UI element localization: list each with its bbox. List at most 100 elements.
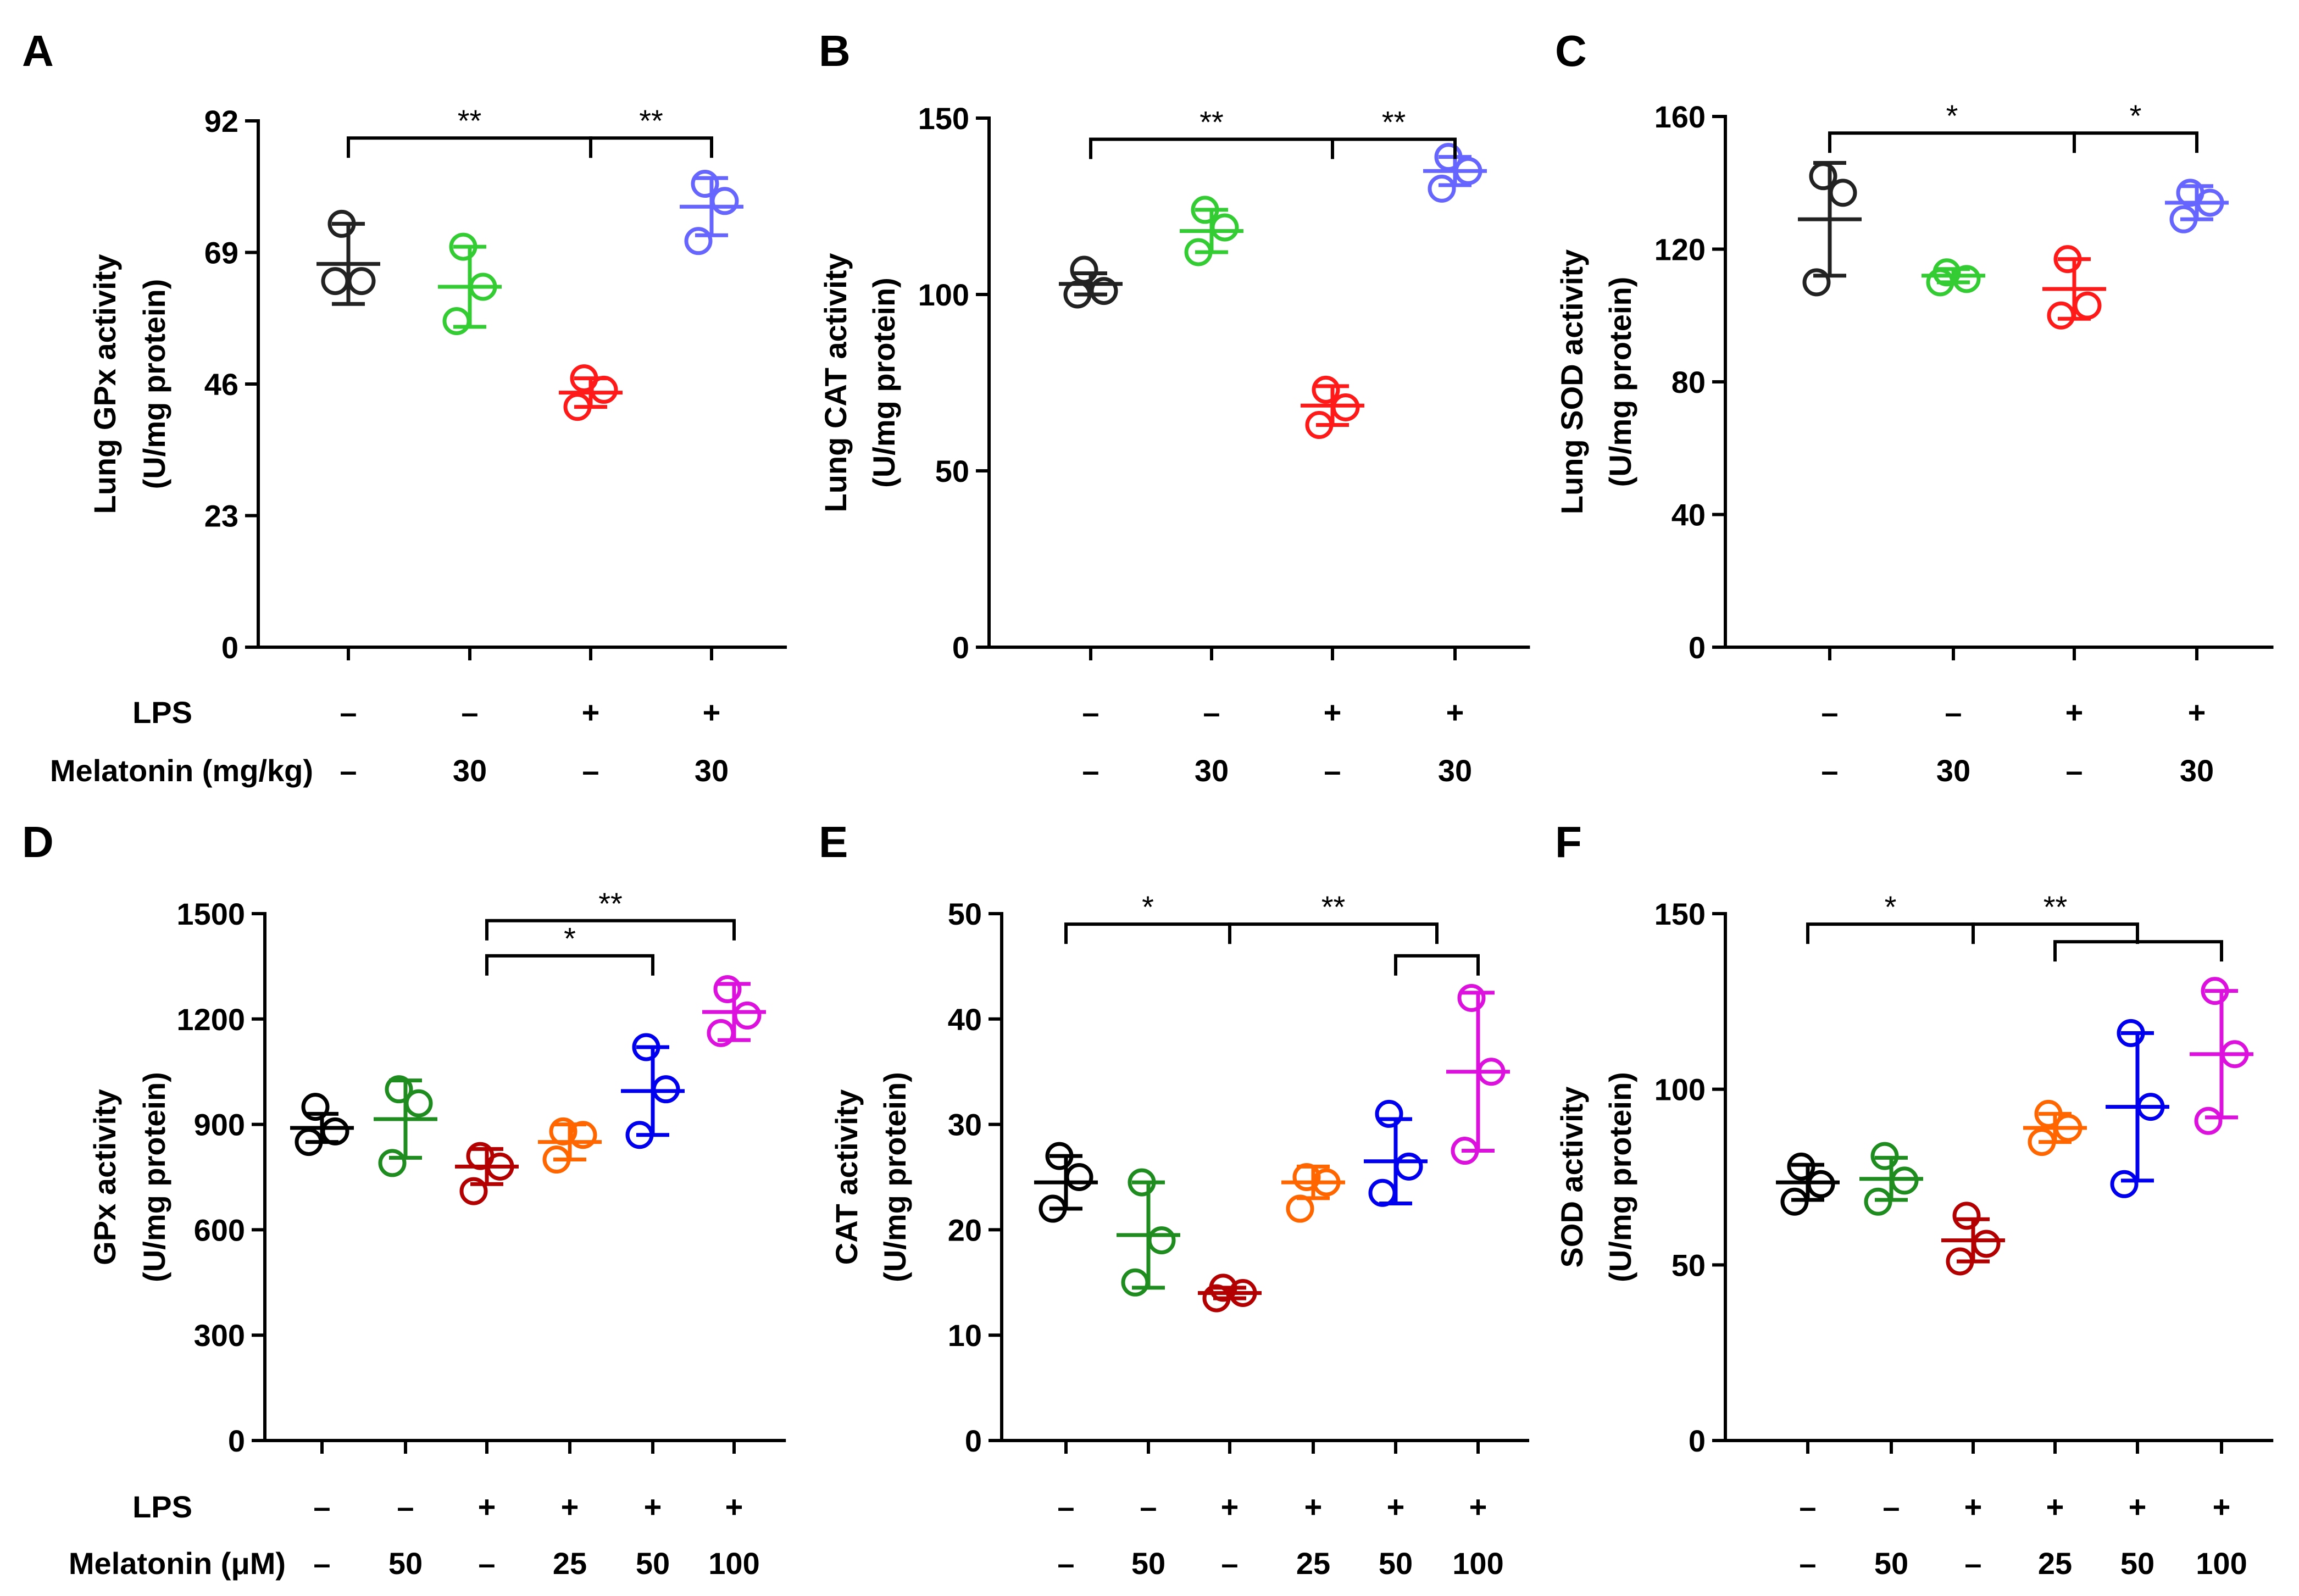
data-point (1229, 1278, 1257, 1307)
lps-condition: – (1203, 695, 1220, 730)
data-point (347, 267, 376, 296)
significance-label: * (1142, 889, 1154, 924)
significance-bracket (1228, 922, 1439, 944)
lps-condition: + (1221, 1489, 1239, 1524)
melatonin-condition: 30 (1936, 753, 1970, 788)
melatonin-condition: – (1799, 1546, 1816, 1581)
y-tick-label: 80 (1672, 365, 1706, 399)
significance-label: * (1885, 889, 1897, 924)
y-axis-label: Lung GPx activity (87, 254, 122, 514)
data-point (2073, 291, 2102, 320)
y-tick-label: 23 (204, 499, 238, 533)
melatonin-condition: 30 (1195, 753, 1229, 788)
data-point (1890, 1166, 1919, 1195)
melatonin-condition: 30 (1438, 753, 1472, 788)
panel-f: F 0 50 100 150 SOD activity (U/mg protein) – – + +… (1554, 818, 2274, 1581)
data-point (710, 187, 739, 215)
data-point (1972, 1230, 2001, 1258)
data-point (1090, 277, 1118, 305)
significance-bracket (589, 136, 713, 158)
melatonin-condition: – (478, 1546, 495, 1581)
y-tick-label: 92 (204, 104, 238, 138)
data-point (590, 375, 618, 404)
data-point (1147, 1226, 1176, 1255)
data-point (1780, 1187, 1809, 1216)
melatonin-condition: 25 (1296, 1546, 1330, 1581)
y-tick-label: 160 (1654, 99, 1706, 134)
y-axis-label: (U/mg protein) (878, 1072, 912, 1282)
data-point (1428, 174, 1456, 203)
data-point (385, 1075, 413, 1104)
significance-label: ** (1200, 105, 1224, 140)
panel-c: C 0 40 80 120 160 Lung SOD activity (U/mg prote… (1554, 26, 2274, 788)
data-point (2110, 1170, 2139, 1198)
data-point (2220, 1040, 2249, 1069)
y-tick-label: 0 (1689, 1423, 1706, 1458)
data-point (1305, 411, 1334, 440)
y-tick-label: 69 (204, 236, 238, 270)
row-label-melatonin-top: Melatonin (mg/kg) (50, 753, 313, 788)
lps-condition: – (1082, 695, 1099, 730)
y-axis-label: (U/mg protein) (137, 1072, 171, 1282)
y-tick-label: 0 (228, 1423, 245, 1458)
significance-label: ** (458, 103, 482, 138)
data-point (1210, 213, 1239, 242)
data-point (733, 1001, 762, 1030)
lps-condition: – (461, 695, 478, 730)
panel-label: F (1555, 818, 1582, 866)
data-point (1331, 393, 1360, 421)
data-point (1802, 268, 1831, 297)
data-point (1039, 1194, 1067, 1223)
lps-condition: + (1324, 695, 1342, 730)
y-tick-label: 100 (918, 277, 969, 312)
data-point (1457, 983, 1486, 1012)
data-point (1121, 1268, 1150, 1297)
y-tick-label: 150 (1654, 897, 1706, 931)
data-point (2194, 1106, 2223, 1135)
data-point (404, 1089, 433, 1117)
melatonin-condition: 50 (636, 1546, 670, 1581)
melatonin-condition: 50 (2120, 1546, 2154, 1581)
data-point (1946, 1247, 1974, 1276)
melatonin-condition: 50 (388, 1546, 423, 1581)
melatonin-condition: 100 (1452, 1546, 1503, 1581)
lps-condition: + (2188, 695, 2206, 730)
melatonin-condition: – (340, 753, 357, 788)
data-point (2169, 205, 2198, 233)
data-point (1864, 1187, 1892, 1216)
melatonin-condition: 25 (2038, 1546, 2072, 1581)
data-point (1926, 268, 1954, 297)
significance-label: * (2130, 98, 2142, 133)
data-point (2201, 977, 2229, 1005)
lps-condition: + (1469, 1489, 1487, 1524)
lps-condition: + (2046, 1489, 2064, 1524)
data-point (542, 1145, 571, 1174)
y-axis-label: (U/mg protein) (867, 277, 901, 488)
data-point (1477, 1058, 1506, 1086)
data-point (625, 1121, 654, 1149)
significance-bracket (1394, 954, 1480, 976)
significance-label: ** (2043, 889, 2068, 924)
significance-label: * (564, 921, 576, 956)
lps-condition: – (313, 1489, 330, 1524)
y-tick-label: 0 (965, 1423, 982, 1458)
lps-condition: – (1799, 1489, 1816, 1524)
melatonin-condition: – (582, 753, 599, 788)
y-tick-label: 1200 (176, 1002, 245, 1037)
y-tick-label: 50 (948, 897, 982, 931)
melatonin-condition: – (1821, 753, 1838, 788)
lps-condition: + (478, 1489, 496, 1524)
significance-label: ** (1321, 889, 1346, 924)
data-point (1292, 1163, 1321, 1191)
data-point (1312, 1168, 1341, 1197)
lps-condition: – (1882, 1489, 1900, 1524)
data-point (2047, 301, 2075, 330)
melatonin-condition: – (1082, 753, 1099, 788)
panel-label: C (1555, 26, 1587, 75)
data-point (1368, 1178, 1397, 1207)
data-point (459, 1177, 488, 1205)
melatonin-condition: – (1324, 753, 1341, 788)
y-tick-label: 46 (204, 367, 238, 402)
melatonin-condition: – (2065, 753, 2083, 788)
melatonin-condition: 30 (695, 753, 729, 788)
